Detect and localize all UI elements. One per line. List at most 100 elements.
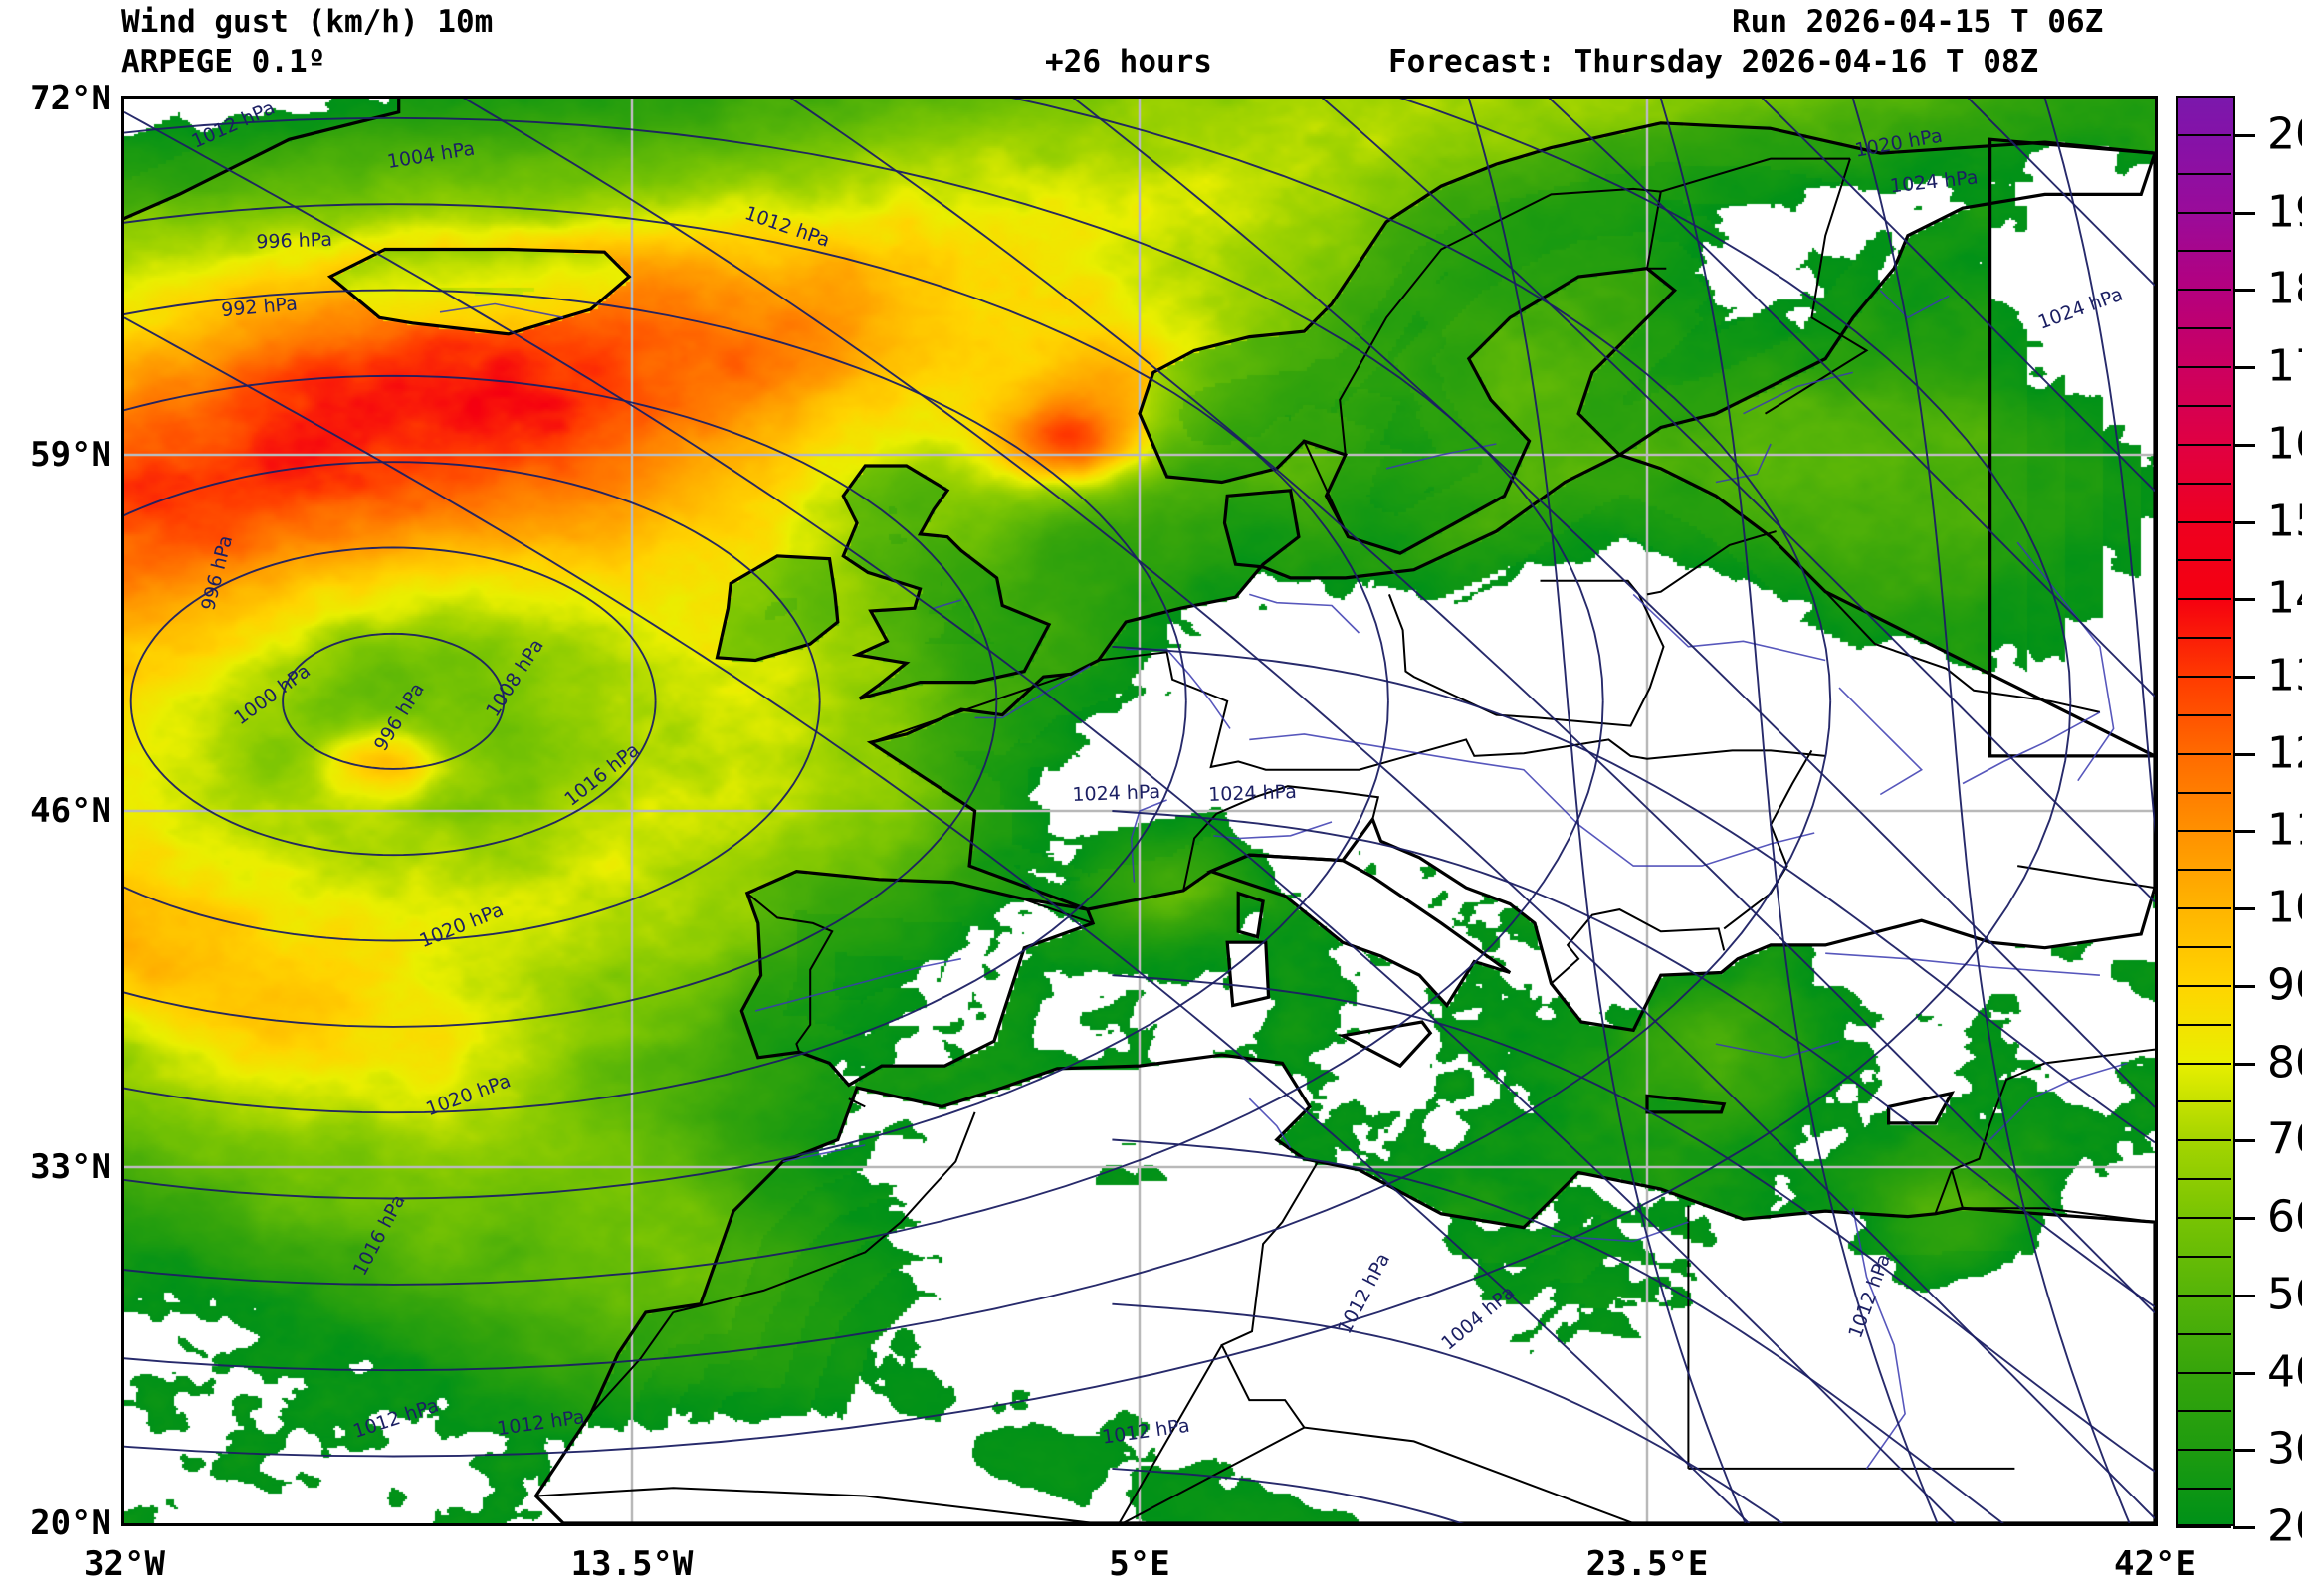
map-line — [1764, 158, 1869, 415]
map-line — [1467, 99, 1747, 1523]
colorbar-tick-label: 140 — [2267, 572, 2302, 624]
map-line — [124, 116, 1604, 1286]
colorbar-segment-line — [2176, 791, 2231, 794]
isobar-label: 1012 hPa — [1844, 1251, 1895, 1341]
colorbar-tick — [2233, 984, 2255, 988]
colorbar-segment-line — [2176, 1332, 2231, 1335]
colorbar-segment-line — [2176, 327, 2231, 330]
map-line — [739, 869, 1096, 1088]
map-line — [1248, 1097, 1292, 1149]
colorbar-tick — [2233, 1217, 2255, 1221]
isobar-label: 1004 hPa — [1437, 1282, 1519, 1355]
isobar-label: 1012 hPa — [1101, 1415, 1191, 1449]
isobar-label: 1020 hPa — [423, 1070, 514, 1120]
isobar-label: 1004 hPa — [386, 138, 477, 174]
colorbar-segment-line — [2176, 1294, 2231, 1297]
svg-text:1008 hPa: 1008 hPa — [482, 635, 548, 720]
map-line — [1824, 591, 2101, 713]
isobar-label: 1016 hPa — [349, 1191, 410, 1280]
colorbar-tick — [2233, 133, 2255, 137]
colorbar-tick — [2233, 443, 2255, 447]
map-line — [1825, 952, 2100, 976]
isobar-label: 1012 hPa — [188, 99, 278, 153]
colorbar-segment-line — [2176, 752, 2231, 755]
map-line — [1206, 853, 1512, 1009]
colorbar-tick — [2233, 907, 2255, 911]
map-line — [1112, 1138, 2004, 1523]
map-line — [1851, 99, 2131, 1523]
colorbar-segment-line — [2176, 1526, 2231, 1528]
isobar-label: 1012 hPa — [742, 202, 833, 252]
colorbar-gradient — [2178, 98, 2233, 1524]
map-plot-area[interactable]: 1012 hPa 1004 hPa 996 hPa 992 hPa 1012 hPa 99… — [121, 96, 2158, 1526]
map-line — [282, 632, 506, 770]
svg-text:996 hPa: 996 hPa — [370, 679, 429, 755]
map-line — [124, 99, 2072, 1458]
map-line — [124, 461, 821, 942]
colorbar-tick — [2233, 675, 2255, 679]
map-line — [533, 1053, 2155, 1523]
map-line — [1385, 443, 1497, 470]
colorbar-tick — [2233, 520, 2255, 524]
map-line — [1112, 645, 2155, 1144]
map-line — [124, 316, 1751, 1523]
colorbar-tick-label: 50 — [2267, 1269, 2302, 1320]
svg-text:1024 hPa: 1024 hPa — [2035, 284, 2126, 334]
map-line — [1387, 579, 1665, 727]
isobar-label: 1024 hPa — [1889, 166, 1980, 197]
colorbar-tick — [2233, 1062, 2255, 1066]
map-line — [1743, 371, 1853, 415]
colorbar-tick — [2233, 289, 2255, 293]
colorbar-segment-line — [2176, 1410, 2231, 1413]
colorbar-tick-label: 60 — [2267, 1191, 2302, 1243]
map-line — [1182, 785, 1380, 892]
svg-text:1012 hPa: 1012 hPa — [1334, 1250, 1394, 1338]
model-label: ARPEGE 0.1º — [121, 44, 326, 80]
isobar-label: 1012 hPa — [1334, 1250, 1394, 1338]
map-line — [1112, 1302, 1784, 1523]
isobar-label: 996 hPa — [370, 679, 429, 755]
svg-text:1012 hPa: 1012 hPa — [350, 1395, 441, 1443]
map-line — [1989, 1062, 2128, 1141]
map-line — [1338, 1020, 1433, 1069]
map-line — [1646, 530, 1777, 596]
colorbar-segment-line — [2176, 1178, 2231, 1181]
map-line — [866, 121, 2155, 1033]
map-line — [1551, 1221, 1689, 1243]
svg-text:1020 hPa: 1020 hPa — [1853, 125, 1944, 162]
isobar-label: 992 hPa — [220, 293, 298, 321]
colorbar-segment-line — [2176, 211, 2231, 214]
map-line — [2043, 99, 2155, 835]
map-line — [1951, 1169, 2155, 1224]
colorbar-tick-label: 130 — [2267, 650, 2302, 701]
colorbar-segment-line — [2176, 482, 2231, 485]
ytick-label-2: 46°N — [30, 791, 111, 831]
map-line — [129, 546, 657, 857]
colorbar-tick — [2233, 1371, 2255, 1375]
map-line — [1249, 733, 1815, 867]
isobar-label: 1016 hPa — [560, 739, 643, 811]
run-time-label: Run 2026-04-15 T 06Z — [1732, 4, 2104, 40]
map-line — [124, 289, 1187, 1114]
svg-text:1012 hPa: 1012 hPa — [1101, 1415, 1191, 1449]
colorbar-tick-label: 180 — [2267, 263, 2302, 314]
map-line — [1550, 908, 1726, 985]
colorbar-segment-line — [2176, 1062, 2231, 1065]
map-line — [439, 302, 564, 319]
colorbar-segment-line — [2176, 946, 2231, 949]
xtick-label-0: 32°W — [84, 1544, 165, 1584]
colorbar-tick — [2233, 1294, 2255, 1297]
map-line — [974, 665, 1091, 719]
map-line — [1112, 1467, 1465, 1523]
map-line — [2017, 865, 2155, 890]
isobar-label: 1020 hPa — [417, 898, 507, 952]
isobar-label: 1020 hPa — [1853, 125, 1944, 162]
colorbar-segment-line — [2176, 984, 2231, 987]
map-line — [789, 99, 2155, 1314]
map-line — [673, 1111, 976, 1313]
ytick-label-3: 33°N — [30, 1147, 111, 1187]
svg-text:1024 hPa: 1024 hPa — [1889, 166, 1980, 197]
colorbar — [2176, 96, 2235, 1526]
map-line — [1236, 891, 1265, 939]
colorbar-tick-label: 80 — [2267, 1037, 2302, 1089]
